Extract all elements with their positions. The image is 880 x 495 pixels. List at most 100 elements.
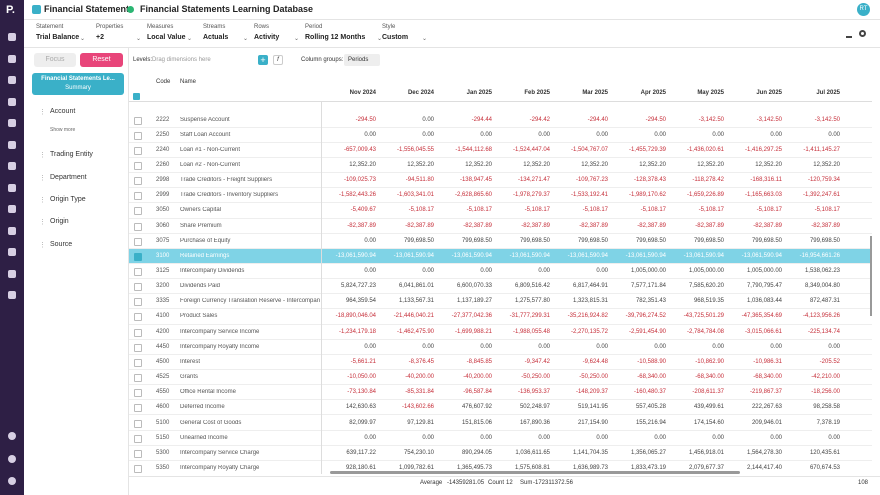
filter-value[interactable]: +2 bbox=[96, 34, 104, 41]
nav-icon[interactable] bbox=[8, 54, 16, 63]
row-bg[interactable] bbox=[129, 128, 872, 143]
dimension-item[interactable]: Source bbox=[50, 241, 73, 248]
row-bg[interactable] bbox=[129, 248, 872, 264]
filter-value[interactable]: Custom bbox=[382, 34, 409, 41]
filter-value[interactable]: Local Value bbox=[147, 34, 186, 41]
row-bg[interactable] bbox=[129, 325, 872, 340]
row-checkbox[interactable] bbox=[134, 313, 142, 322]
nav-icon[interactable] bbox=[8, 183, 16, 192]
row-checkbox[interactable] bbox=[134, 177, 142, 186]
row-bg[interactable] bbox=[129, 113, 872, 128]
row-bg[interactable] bbox=[129, 264, 872, 280]
row-bg[interactable] bbox=[129, 234, 872, 249]
row-checkbox[interactable] bbox=[134, 237, 142, 246]
row-value: -2,628,865.60 bbox=[454, 192, 492, 199]
nav-icon[interactable] bbox=[8, 162, 16, 170]
row-bg[interactable] bbox=[129, 431, 872, 446]
row-checkbox[interactable] bbox=[134, 449, 142, 458]
reset-button[interactable]: Reset bbox=[80, 53, 123, 67]
nav-icon[interactable] bbox=[8, 119, 16, 127]
database-name[interactable]: Financial Statements Learning Database bbox=[140, 4, 314, 14]
row-bg[interactable] bbox=[129, 400, 872, 416]
row-value: 167,890.36 bbox=[519, 419, 550, 426]
row-checkbox[interactable] bbox=[134, 252, 142, 261]
row-value: 0.00 bbox=[480, 131, 492, 138]
row-checkbox[interactable] bbox=[134, 419, 142, 428]
focus-button[interactable]: Focus bbox=[34, 53, 76, 67]
nav-icon[interactable] bbox=[8, 97, 16, 106]
download-icon[interactable] bbox=[846, 30, 852, 38]
nav-icon[interactable] bbox=[8, 33, 16, 41]
row-checkbox[interactable] bbox=[134, 374, 142, 383]
row-checkbox[interactable] bbox=[134, 434, 142, 443]
row-bg[interactable] bbox=[129, 143, 872, 158]
user-avatar[interactable]: RT bbox=[857, 3, 870, 16]
row-bg[interactable] bbox=[129, 158, 872, 174]
column-groups-select[interactable]: Periods bbox=[344, 54, 380, 66]
row-value: 222,267.63 bbox=[751, 404, 782, 411]
row-bg[interactable] bbox=[129, 279, 872, 295]
nav-icon[interactable] bbox=[8, 248, 16, 256]
row-bg[interactable] bbox=[129, 340, 872, 355]
filter-value[interactable]: Actuals bbox=[203, 34, 229, 41]
settings-icon[interactable] bbox=[859, 30, 866, 37]
row-bg[interactable] bbox=[129, 370, 872, 386]
row-checkbox[interactable] bbox=[134, 283, 142, 292]
add-button[interactable]: + bbox=[258, 55, 268, 65]
row-value: 0.00 bbox=[364, 131, 376, 138]
row-checkbox[interactable] bbox=[134, 464, 142, 473]
row-bg[interactable] bbox=[129, 173, 872, 189]
selected-view[interactable] bbox=[32, 73, 124, 95]
show-more[interactable]: Show more bbox=[50, 127, 76, 133]
row-checkbox[interactable] bbox=[134, 116, 142, 125]
filter-value[interactable]: Activity bbox=[254, 34, 280, 41]
nav-icon[interactable] bbox=[8, 140, 16, 149]
nav-icon[interactable] bbox=[8, 205, 16, 213]
row-code: 4525 bbox=[156, 374, 170, 381]
formula-button[interactable]: f bbox=[273, 55, 283, 65]
row-checkbox[interactable] bbox=[134, 343, 142, 352]
row-checkbox[interactable] bbox=[134, 358, 142, 367]
row-bg[interactable] bbox=[129, 203, 872, 219]
dimension-item[interactable]: Origin Type bbox=[50, 196, 86, 203]
row-checkbox[interactable] bbox=[134, 298, 142, 307]
row-code: 3075 bbox=[156, 237, 170, 244]
row-bg[interactable] bbox=[129, 446, 872, 461]
row-bg[interactable] bbox=[129, 355, 872, 371]
row-bg[interactable] bbox=[129, 416, 872, 431]
row-bg[interactable] bbox=[129, 294, 872, 310]
row-checkbox[interactable] bbox=[134, 161, 142, 170]
row-bg[interactable] bbox=[129, 219, 872, 234]
filter-value[interactable]: Trial Balance bbox=[36, 34, 80, 41]
row-checkbox[interactable] bbox=[134, 389, 142, 398]
nav-icon[interactable] bbox=[8, 291, 16, 299]
logo[interactable]: P. bbox=[6, 4, 15, 16]
row-checkbox[interactable] bbox=[134, 146, 142, 155]
dimension-item[interactable]: Origin bbox=[50, 218, 69, 225]
row-checkbox[interactable] bbox=[134, 222, 142, 231]
row-checkbox[interactable] bbox=[134, 328, 142, 337]
nav-icon[interactable] bbox=[8, 269, 16, 278]
row-bg[interactable] bbox=[129, 385, 872, 401]
row-value: 12,352.20 bbox=[465, 161, 492, 168]
nav-icon[interactable] bbox=[8, 455, 16, 463]
nav-icon[interactable] bbox=[8, 226, 16, 235]
row-checkbox[interactable] bbox=[134, 404, 142, 413]
header-checkbox[interactable] bbox=[133, 93, 140, 100]
levels-dropzone[interactable]: Drag dimensions here bbox=[152, 57, 211, 63]
dimension-item[interactable]: Trading Entity bbox=[50, 151, 93, 158]
nav-icon[interactable] bbox=[8, 477, 16, 485]
row-checkbox[interactable] bbox=[134, 192, 142, 201]
nav-icon[interactable] bbox=[8, 432, 16, 440]
row-checkbox[interactable] bbox=[134, 131, 142, 140]
row-bg[interactable] bbox=[129, 309, 872, 325]
dimension-item[interactable]: Department bbox=[50, 174, 87, 181]
row-checkbox[interactable] bbox=[134, 207, 142, 216]
row-bg[interactable] bbox=[129, 188, 872, 204]
row-code: 4500 bbox=[156, 358, 170, 365]
row-value: -47,365,354.69 bbox=[741, 313, 782, 320]
dimension-item[interactable]: Account bbox=[50, 108, 76, 115]
row-checkbox[interactable] bbox=[134, 268, 142, 276]
nav-icon[interactable] bbox=[8, 76, 16, 84]
filter-value[interactable]: Rolling 12 Months bbox=[305, 34, 366, 41]
